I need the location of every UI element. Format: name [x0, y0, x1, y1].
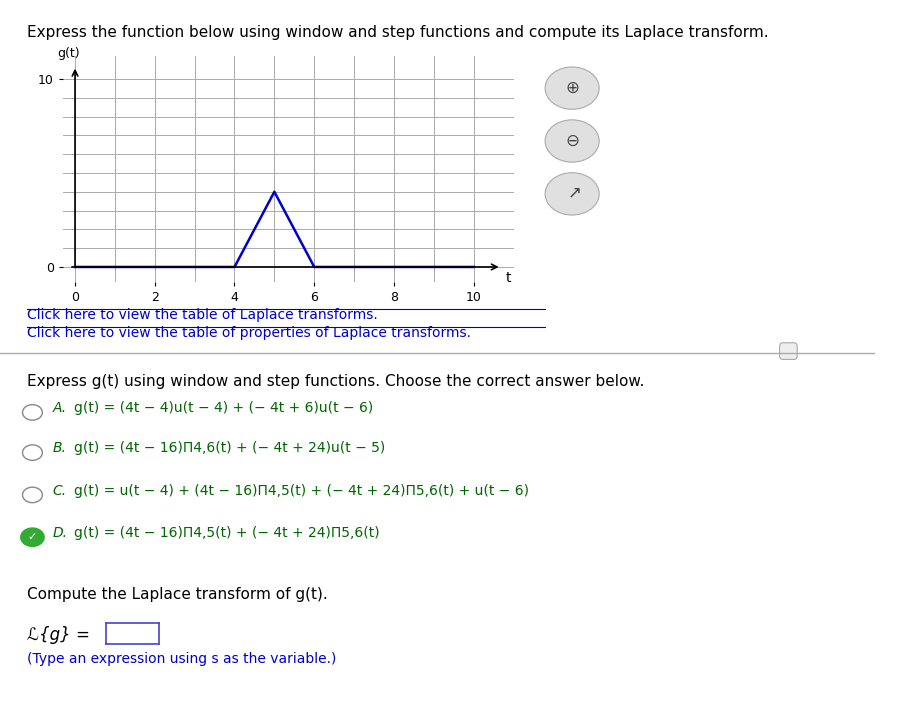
Text: g(t) = u(t − 4) + (4t − 16)Π4,5(t) + (− 4t + 24)Π5,6(t) + u(t − 6): g(t) = u(t − 4) + (4t − 16)Π4,5(t) + (− … — [74, 484, 529, 498]
Text: Click here to view the table of Laplace transforms.: Click here to view the table of Laplace … — [27, 308, 378, 322]
Text: ✓: ✓ — [28, 532, 37, 542]
Text: B.: B. — [52, 441, 66, 455]
Text: C.: C. — [52, 484, 67, 498]
Text: Click here to view the table of properties of Laplace transforms.: Click here to view the table of properti… — [27, 326, 471, 340]
Text: $\nearrow$: $\nearrow$ — [564, 185, 580, 203]
Text: ℒ{g} =: ℒ{g} = — [27, 626, 90, 644]
Text: g(t): g(t) — [58, 47, 80, 60]
Text: Express g(t) using window and step functions. Choose the correct answer below.: Express g(t) using window and step funct… — [27, 374, 644, 388]
Text: (Type an expression using s as the variable.): (Type an expression using s as the varia… — [27, 652, 336, 666]
Text: t: t — [505, 271, 511, 286]
Text: Express the function below using window and step functions and compute its Lapla: Express the function below using window … — [27, 25, 769, 39]
Text: g(t) = (4t − 4)u(t − 4) + (− 4t + 6)u(t − 6): g(t) = (4t − 4)u(t − 4) + (− 4t + 6)u(t … — [74, 401, 373, 415]
Text: A.: A. — [52, 401, 67, 415]
Text: Compute the Laplace transform of g(t).: Compute the Laplace transform of g(t). — [27, 587, 328, 601]
Text: ...: ... — [783, 346, 794, 356]
Text: g(t) = (4t − 16)Π4,6(t) + (− 4t + 24)u(t − 5): g(t) = (4t − 16)Π4,6(t) + (− 4t + 24)u(t… — [74, 441, 385, 455]
Text: $\ominus$: $\ominus$ — [565, 132, 579, 150]
Text: $\oplus$: $\oplus$ — [565, 79, 579, 97]
Text: g(t) = (4t − 16)Π4,5(t) + (− 4t + 24)Π5,6(t): g(t) = (4t − 16)Π4,5(t) + (− 4t + 24)Π5,… — [74, 526, 379, 540]
Text: D.: D. — [52, 526, 68, 540]
